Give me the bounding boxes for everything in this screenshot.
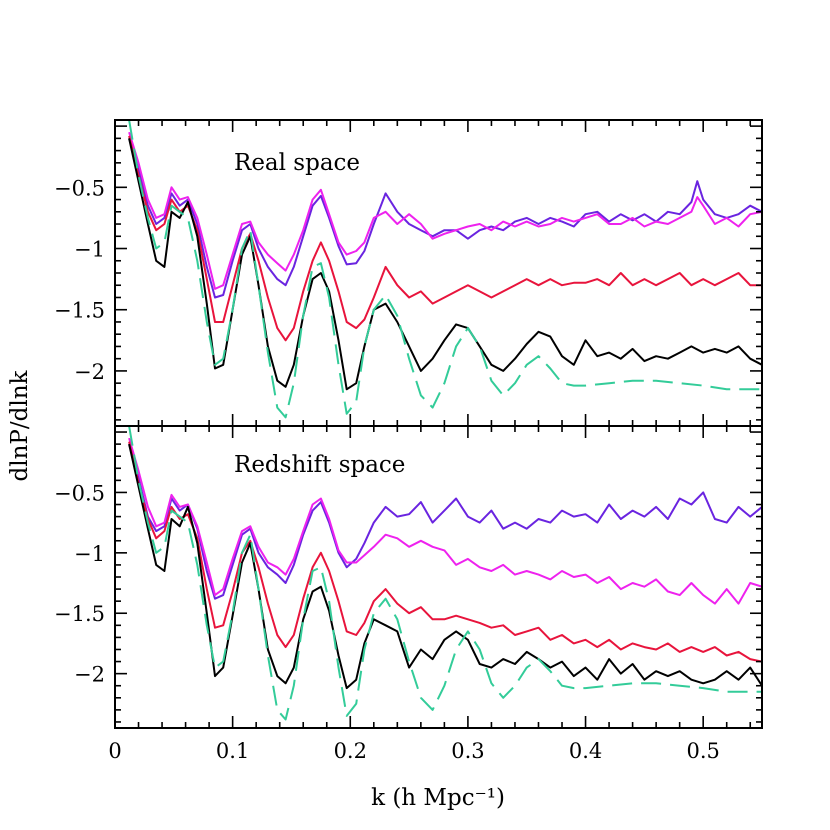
series-line-red-real-space bbox=[128, 135, 762, 342]
x-tick-label: 0 bbox=[108, 739, 121, 763]
y-tick-label-real-space: −1 bbox=[74, 238, 105, 262]
series-line-magenta-real-space bbox=[128, 131, 762, 290]
series-line-purple-real-space bbox=[128, 138, 762, 299]
panel-title-real-space: Real space bbox=[234, 150, 360, 176]
x-tick-label: 0.3 bbox=[451, 739, 484, 763]
series-line-green-dashed-redshift-space bbox=[128, 426, 762, 721]
y-tick-label-real-space: −1.5 bbox=[54, 299, 105, 323]
panel-frame-redshift-space bbox=[114, 425, 763, 729]
x-tick-label: 0.5 bbox=[686, 739, 719, 763]
series-line-black-redshift-space bbox=[128, 443, 762, 690]
x-tick-label: 0.4 bbox=[569, 739, 602, 763]
series-layer-redshift-space bbox=[128, 426, 762, 721]
x-tick-label: 0.2 bbox=[334, 739, 367, 763]
x-tick-label: 0.1 bbox=[216, 739, 249, 763]
ticks-redshift-space: −0.5 −1 −1.5 −2 0 0.1 0.2 0.3 0.4 0.5 bbox=[54, 426, 762, 763]
y-tick-label-redshift-space: −1.5 bbox=[54, 602, 105, 626]
x-axis-label: k (h Mpc⁻¹) bbox=[371, 785, 505, 811]
y-tick-label-redshift-space: −2 bbox=[74, 663, 105, 687]
y-tick-label-redshift-space: −1 bbox=[74, 542, 105, 566]
series-line-green-dashed-real-space bbox=[128, 120, 762, 419]
y-axis-label: dlnP/dlnk bbox=[7, 369, 33, 481]
series-line-red-redshift-space bbox=[128, 441, 762, 663]
series-line-purple-redshift-space bbox=[128, 443, 762, 600]
y-tick-label-real-space: −0.5 bbox=[54, 176, 105, 200]
y-tick-label-redshift-space: −0.5 bbox=[54, 481, 105, 505]
ticks-real-space: −0.5 −1 −1.5 −2 bbox=[54, 120, 762, 426]
panel-real-space: −0.5 −1 −1.5 −2 Real space bbox=[54, 119, 763, 427]
panel-title-redshift-space: Redshift space bbox=[234, 452, 405, 478]
panel-redshift-space: −0.5 −1 −1.5 −2 0 0.1 0.2 0.3 0.4 0.5 Redshift sp… bbox=[54, 425, 763, 763]
y-tick-label-real-space: −2 bbox=[74, 360, 105, 384]
series-layer-real-space bbox=[128, 120, 762, 419]
series-line-magenta-redshift-space bbox=[128, 437, 762, 605]
